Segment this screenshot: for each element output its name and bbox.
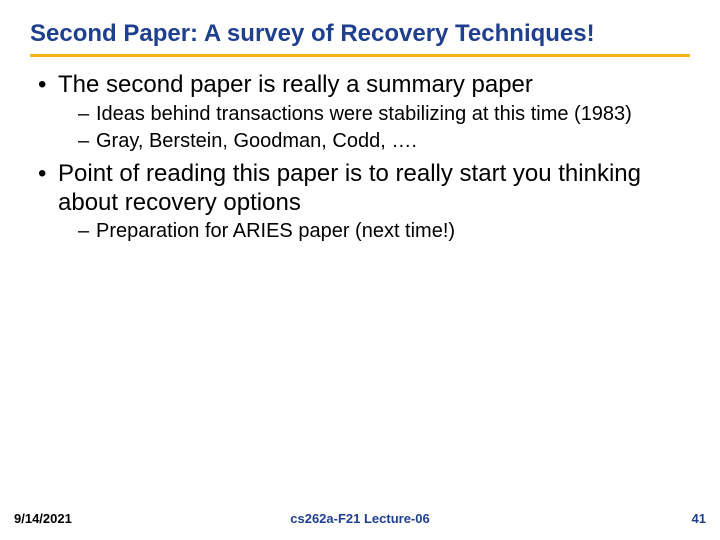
bullet-level2: – Gray, Berstein, Goodman, Codd, ….	[58, 129, 690, 154]
bullet-level2: – Preparation for ARIES paper (next time…	[58, 219, 690, 244]
bullet-level1: Point of reading this paper is to really…	[38, 160, 690, 218]
bullet-text: The second paper is really a summary pap…	[58, 71, 533, 98]
footer-pagenum: 41	[692, 511, 706, 526]
dash-icon: –	[78, 219, 89, 244]
bullet-level2: – Ideas behind transactions were stabili…	[58, 102, 690, 127]
slide: Second Paper: A survey of Recovery Techn…	[0, 0, 720, 540]
title-underline	[30, 54, 690, 57]
bullet-text: Point of reading this paper is to really…	[58, 160, 641, 216]
bullet-text: Ideas behind transactions were stabilizi…	[96, 103, 632, 125]
dash-icon: –	[78, 102, 89, 127]
slide-body: The second paper is really a summary pap…	[0, 71, 720, 244]
slide-title: Second Paper: A survey of Recovery Techn…	[0, 0, 720, 54]
bullet-text: Preparation for ARIES paper (next time!)	[96, 220, 455, 242]
bullet-level1: The second paper is really a summary pap…	[38, 71, 690, 100]
footer-lecture: cs262a-F21 Lecture-06	[0, 511, 720, 526]
dash-icon: –	[78, 129, 89, 154]
bullet-text: Gray, Berstein, Goodman, Codd, ….	[96, 130, 417, 152]
